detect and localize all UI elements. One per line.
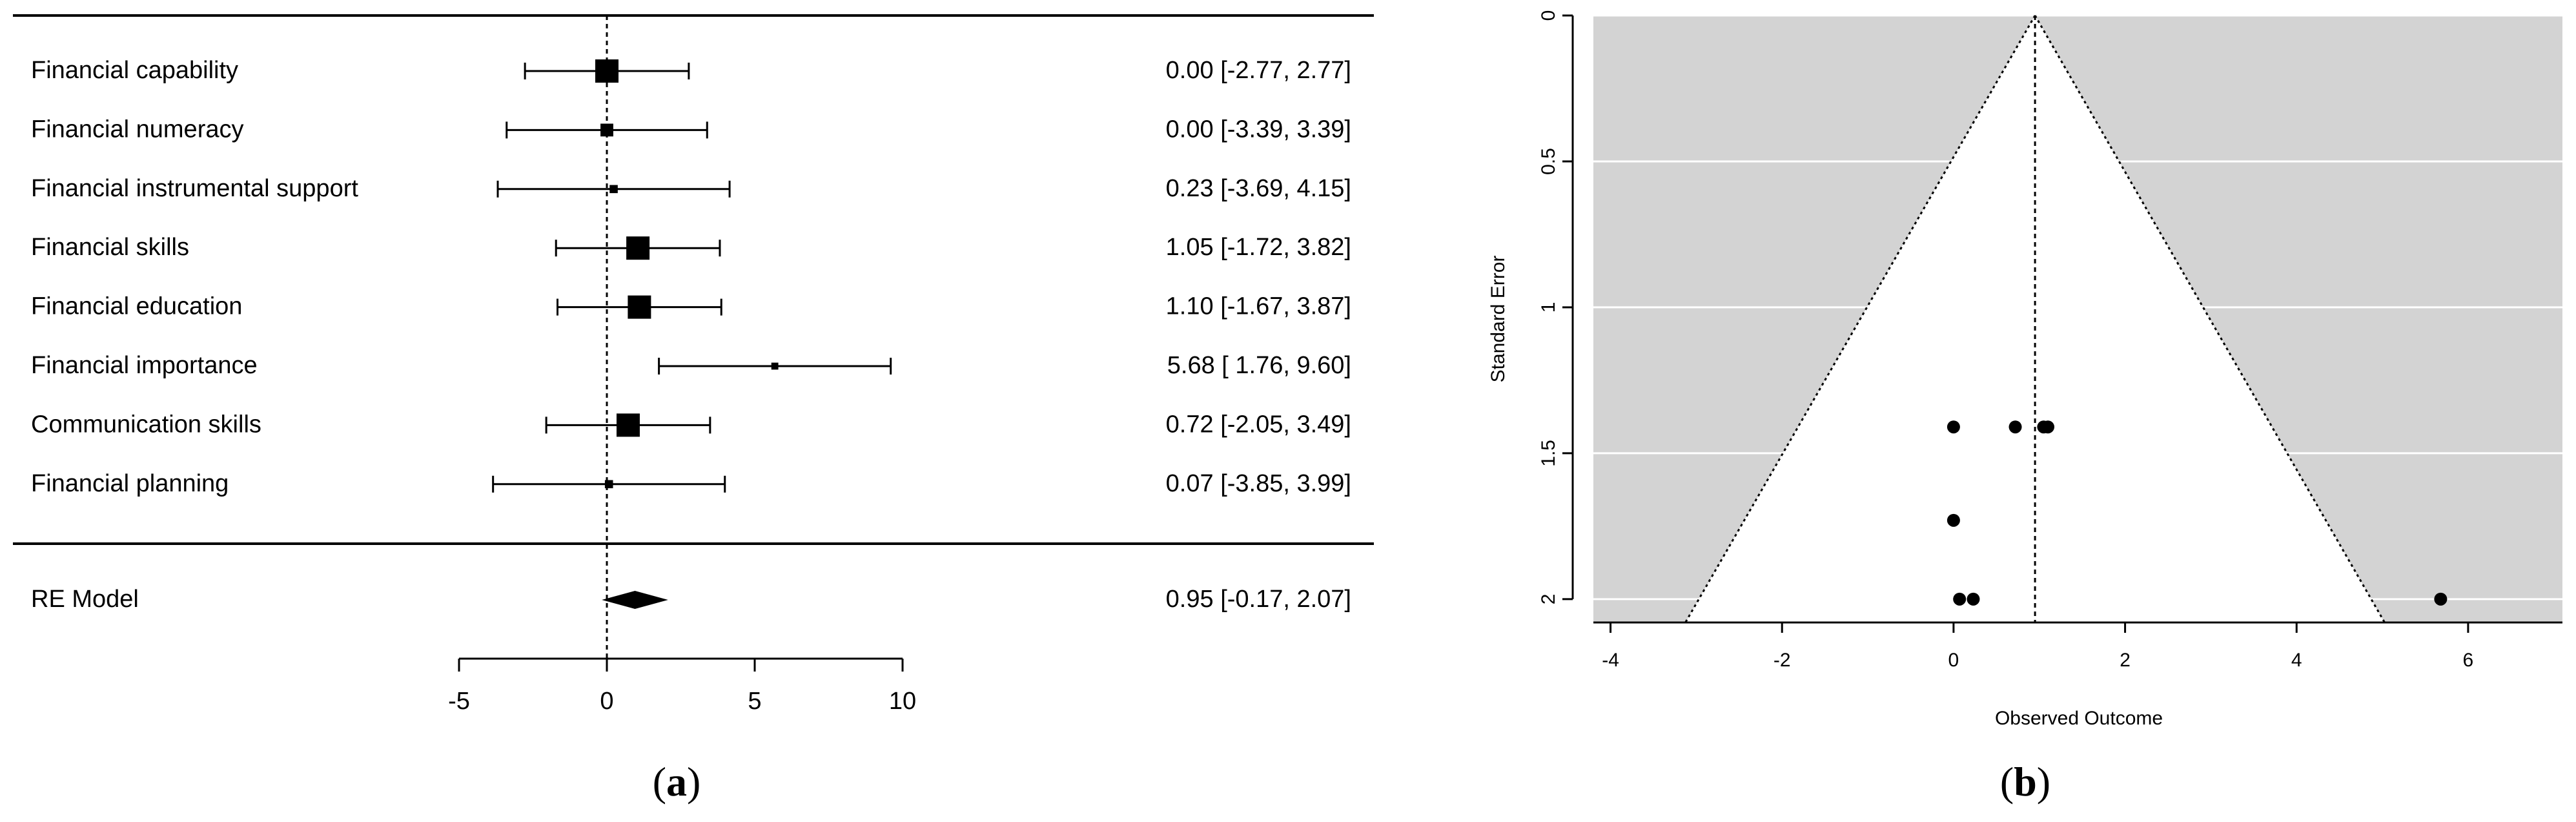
funnel-y-tick-label: 0 xyxy=(1538,10,1559,21)
funnel-point xyxy=(2434,592,2448,606)
forest-axis-tick-label: 5 xyxy=(748,688,761,715)
panel-a-caption: (a) xyxy=(653,759,701,805)
panel-b-caption: (b) xyxy=(2000,759,2050,805)
svg-text:(b): (b) xyxy=(2000,759,2050,805)
funnel-point xyxy=(1953,592,1967,606)
forest-effect-text: 0.23 [-3.69, 4.15] xyxy=(1166,175,1351,202)
forest-effect-text: 0.00 [-2.77, 2.77] xyxy=(1166,57,1351,84)
caption-b-close: ) xyxy=(2037,759,2050,805)
funnel-y-axis: 0 0.5 1 1.5 2 xyxy=(1538,10,1574,605)
funnel-right-edge xyxy=(2034,15,2386,623)
funnel-y-tick-label: 0.5 xyxy=(1538,148,1559,175)
forest-point-square xyxy=(609,185,618,194)
forest-effect-text: 0.00 [-3.39, 3.39] xyxy=(1166,116,1351,143)
funnel-x-tick-label: 0 xyxy=(1948,650,1959,671)
caption-a-letter: a xyxy=(666,759,687,805)
funnel-x-tick-label: -2 xyxy=(1774,650,1791,671)
funnel-x-axis-title: Observed Outcome xyxy=(1995,708,2163,729)
forest-study-label: Financial instrumental support xyxy=(31,175,358,202)
forest-row: Financial importance 5.68 [ 1.76, 9.60] xyxy=(31,352,1351,379)
funnel-x-tick-label: 6 xyxy=(2463,650,2474,671)
funnel-y-tick-label: 2 xyxy=(1538,594,1559,605)
caption-b-open: ( xyxy=(2000,759,2014,805)
funnel-y-axis-title: Standard Error xyxy=(1487,256,1509,383)
funnel-left-edge xyxy=(1684,15,2036,623)
forest-summary-diamond xyxy=(602,591,668,609)
forest-row: Financial numeracy 0.00 [-3.39, 3.39] xyxy=(31,116,1351,143)
forest-point-square xyxy=(771,362,779,370)
caption-b-letter: b xyxy=(2014,759,2037,805)
funnel-point xyxy=(2041,420,2055,434)
forest-point-square xyxy=(595,59,618,83)
forest-effect-text: 0.72 [-2.05, 3.49] xyxy=(1166,411,1351,438)
forest-row: Financial capability 0.00 [-2.77, 2.77] xyxy=(31,57,1351,84)
forest-effect-text: 1.05 [-1.72, 3.82] xyxy=(1166,234,1351,261)
forest-point-square xyxy=(616,413,640,437)
forest-effect-text: 0.07 [-3.85, 3.99] xyxy=(1166,470,1351,497)
forest-study-label: Financial capability xyxy=(31,57,238,84)
caption-a-open: ( xyxy=(653,759,666,805)
forest-effect-text: 5.68 [ 1.76, 9.60] xyxy=(1167,352,1351,379)
forest-study-rows: Financial capability 0.00 [-2.77, 2.77]Fi… xyxy=(31,57,1351,497)
forest-x-axis: -5 0 5 10 xyxy=(448,657,916,715)
forest-row: Communication skills 0.72 [-2.05, 3.49] xyxy=(31,411,1351,438)
funnel-plot-panel: -4 -2 0 2 4 6 0 0.5 1 1.5 2 Observed Outcome Stan… xyxy=(1487,10,2562,729)
funnel-study-points xyxy=(1947,420,2448,606)
forest-axis-tick-label: 0 xyxy=(600,688,613,715)
forest-row: Financial instrumental support 0.23 [-3.6… xyxy=(31,175,1351,202)
caption-a-close: ) xyxy=(687,759,700,805)
funnel-x-tick-label: 2 xyxy=(2120,650,2131,671)
funnel-point xyxy=(1947,513,1960,527)
funnel-y-tick-label: 1 xyxy=(1538,302,1559,313)
funnel-point xyxy=(1967,592,1980,606)
forest-summary-label: RE Model xyxy=(31,586,139,613)
forest-point-square xyxy=(628,295,651,319)
funnel-point xyxy=(1947,420,1960,434)
forest-study-label: Financial planning xyxy=(31,470,229,497)
funnel-x-tick-label: 4 xyxy=(2291,650,2302,671)
funnel-y-tick-label: 1.5 xyxy=(1538,440,1559,467)
svg-text:(a): (a) xyxy=(653,759,701,805)
forest-axis-tick-label: -5 xyxy=(448,688,470,715)
funnel-x-tick-label: -4 xyxy=(1602,650,1619,671)
forest-row: Financial skills 1.05 [-1.72, 3.82] xyxy=(31,234,1351,261)
forest-row: Financial planning 0.07 [-3.85, 3.99] xyxy=(31,470,1351,497)
forest-summary-row: RE Model 0.95 [-0.17, 2.07] xyxy=(31,586,1351,613)
forest-study-label: Financial importance xyxy=(31,352,258,379)
forest-point-square xyxy=(600,123,613,137)
forest-study-label: Communication skills xyxy=(31,411,261,438)
forest-study-label: Financial numeracy xyxy=(31,116,243,143)
forest-point-square xyxy=(604,480,613,489)
forest-plot-panel: Financial capability 0.00 [-2.77, 2.77]Fi… xyxy=(13,14,1374,715)
forest-summary-text: 0.95 [-0.17, 2.07] xyxy=(1166,586,1351,613)
forest-point-square xyxy=(626,236,650,260)
forest-study-label: Financial skills xyxy=(31,234,189,261)
forest-axis-tick-label: 10 xyxy=(889,688,916,715)
forest-row: Financial education 1.10 [-1.67, 3.87] xyxy=(31,293,1351,320)
forest-study-label: Financial education xyxy=(31,293,242,320)
funnel-point xyxy=(2009,420,2022,434)
forest-effect-text: 1.10 [-1.67, 3.87] xyxy=(1166,293,1351,320)
funnel-x-axis: -4 -2 0 2 4 6 xyxy=(1602,622,2473,671)
